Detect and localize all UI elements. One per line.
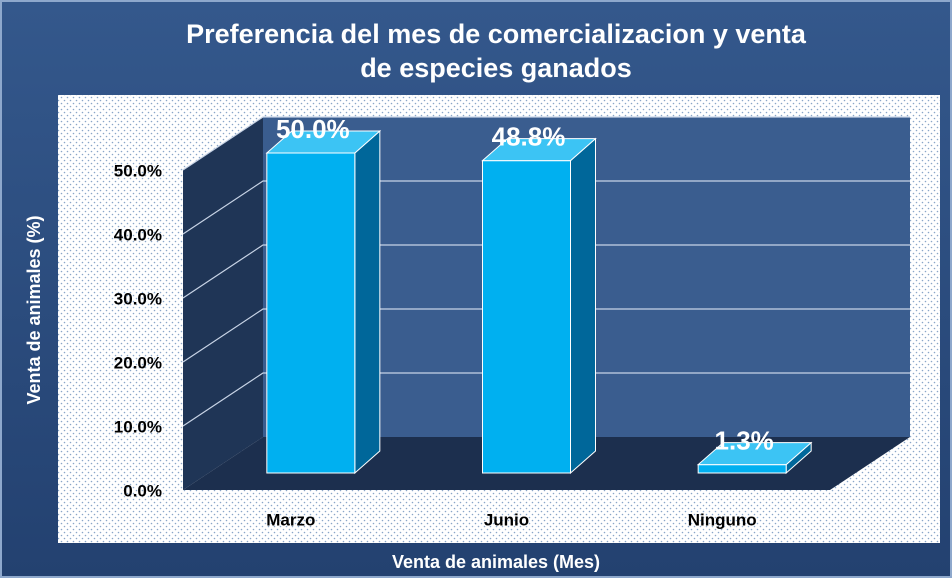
data-label: 50.0% <box>276 114 350 144</box>
bar-top <box>265 130 382 154</box>
grid-line <box>182 244 910 299</box>
bar <box>266 152 356 474</box>
x-tick-label: Ninguno <box>688 510 757 529</box>
bar <box>697 464 787 474</box>
bar <box>482 160 571 474</box>
y-tick-label: 0.0% <box>123 481 162 500</box>
chart-title: Preferencia del mes de comercializacion … <box>186 19 807 83</box>
data-label: 48.8% <box>492 122 566 152</box>
grid-line <box>182 308 910 363</box>
grid-line <box>182 372 910 427</box>
x-axis-title: Venta de animales (Mes) <box>392 552 600 572</box>
y-tick-label: 40.0% <box>114 225 162 244</box>
y-tick-label: 10.0% <box>114 417 162 436</box>
y-tick-label: 20.0% <box>114 353 162 372</box>
bar-side <box>354 129 381 475</box>
data-label: 1.3% <box>715 426 774 456</box>
x-tick-label: Marzo <box>266 510 315 529</box>
bar-top <box>481 138 597 162</box>
grid-line <box>182 180 910 235</box>
side-wall <box>183 117 263 490</box>
bar-top <box>696 442 813 466</box>
y-tick-label: 50.0% <box>114 161 162 180</box>
y-tick-label: 30.0% <box>114 289 162 308</box>
grid-line <box>182 116 910 171</box>
y-axis-title: Venta de animales (%) <box>24 215 44 404</box>
x-tick-label: Junio <box>484 510 529 529</box>
bar-side <box>570 137 596 475</box>
